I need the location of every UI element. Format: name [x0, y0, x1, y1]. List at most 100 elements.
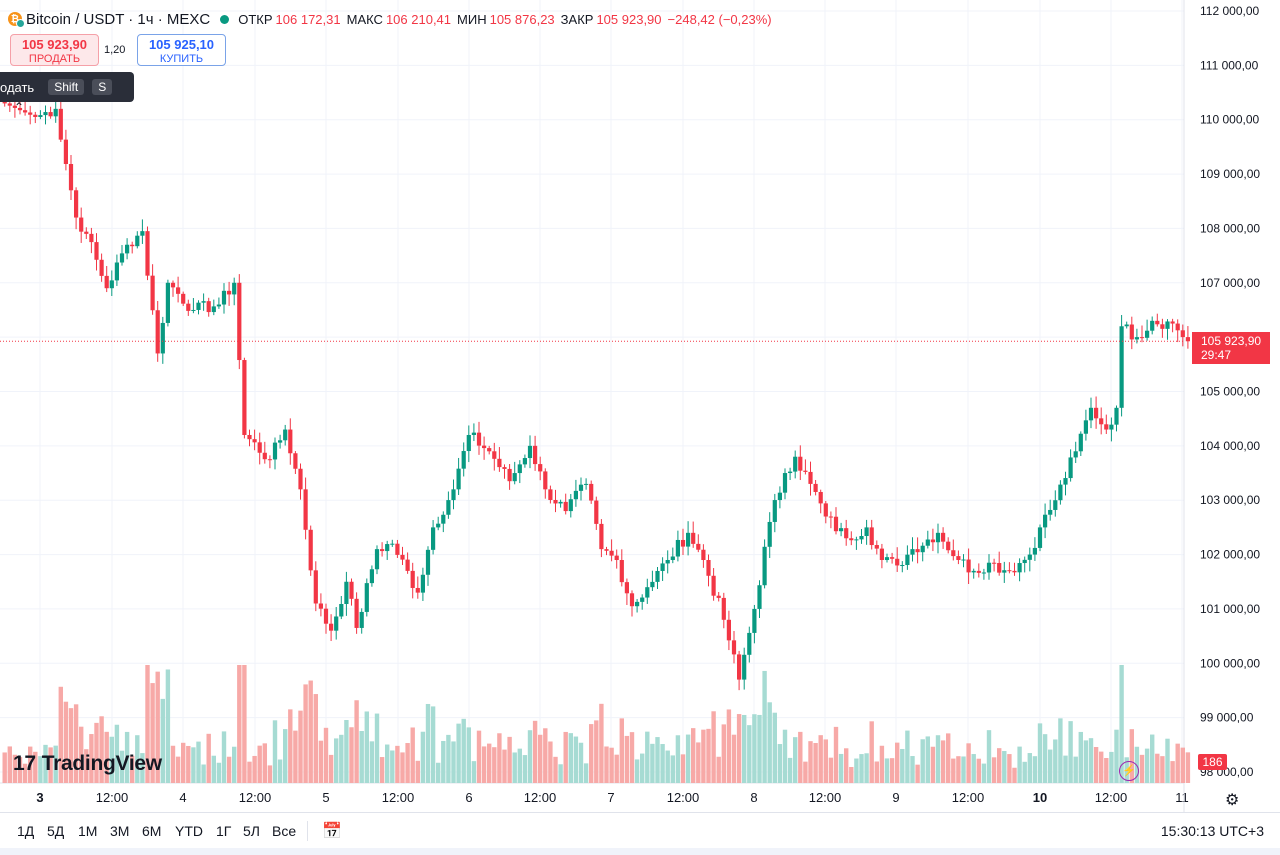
candle-body: [680, 539, 686, 547]
volume-bar: [961, 756, 966, 783]
volume-bar: [201, 764, 206, 783]
candle-body: [910, 549, 915, 555]
volume-bar: [889, 758, 895, 783]
buy-button[interactable]: 105 925,10 КУПИТЬ: [137, 34, 226, 66]
candle-body: [1007, 570, 1012, 572]
volume-bar: [379, 757, 385, 783]
volume-bar: [502, 749, 507, 783]
utc-clock[interactable]: 15:30:13 UTC+3: [1160, 823, 1264, 839]
range-6m[interactable]: 6М: [142, 823, 162, 839]
candle-body: [1022, 559, 1027, 564]
volume-bar: [895, 742, 900, 783]
candle-body: [1155, 320, 1160, 325]
candle-body: [252, 439, 257, 443]
candle-body: [482, 445, 487, 449]
candle-body: [28, 112, 33, 115]
volume-bar: [1185, 752, 1191, 783]
candle-body: [43, 112, 48, 116]
collapse-chevron-icon[interactable]: ⌃: [14, 100, 25, 114]
range-1y[interactable]: 1Г: [216, 823, 232, 839]
candle-body: [859, 536, 864, 540]
range-5d[interactable]: 5Д: [47, 823, 65, 839]
x-tick-label: 5: [322, 790, 329, 805]
candle-body: [38, 115, 43, 117]
settings-gear-icon[interactable]: ⚙: [1225, 792, 1240, 809]
candle-body: [278, 440, 283, 443]
candle-body: [349, 581, 354, 599]
candle-body: [665, 560, 670, 564]
y-tick-label: 100 000,00: [1200, 656, 1260, 670]
candle-body: [589, 483, 594, 501]
volume-bar: [517, 748, 522, 783]
candle-body: [84, 231, 89, 234]
volume-bar: [446, 734, 451, 783]
volume-bar: [762, 670, 767, 783]
candle-body: [344, 581, 349, 604]
candle-body: [359, 611, 364, 628]
candle-body: [216, 304, 221, 307]
volume-bar: [532, 720, 538, 783]
volume-bar: [1048, 749, 1053, 783]
range-3m[interactable]: 3М: [110, 823, 130, 839]
volume-bar: [711, 711, 716, 783]
candle-body: [267, 459, 272, 461]
candle-body: [1027, 554, 1032, 560]
volume-bar: [568, 733, 573, 783]
candle-body: [201, 301, 206, 303]
candle-body: [385, 544, 390, 552]
volume-bar: [1002, 751, 1007, 783]
volume-bar: [451, 741, 456, 783]
volume-bar: [1042, 734, 1048, 783]
candle-body: [742, 654, 747, 680]
toolbar-divider: [307, 821, 308, 841]
volume-bar: [1032, 756, 1038, 783]
range-1d[interactable]: 1Д: [17, 823, 35, 839]
range-ytd[interactable]: YTD: [175, 823, 203, 839]
candle-body: [390, 543, 395, 545]
range-1m[interactable]: 1М: [78, 823, 98, 839]
candle-body: [1094, 407, 1099, 419]
volume-bar: [787, 757, 793, 783]
volume-bar: [619, 718, 624, 783]
candle-body: [935, 532, 941, 543]
calendar-goto-icon[interactable]: 📅: [322, 823, 342, 840]
volume-bar: [135, 735, 140, 783]
range-5y[interactable]: 5Л: [243, 823, 260, 839]
shift-key: Shift: [48, 79, 85, 95]
volume-bar: [221, 731, 227, 783]
symbol-title[interactable]: Bitcoin / USDT · 1ч · MEXC: [26, 10, 211, 28]
candle-body: [793, 456, 798, 472]
sell-button[interactable]: 105 923,90 ПРОДАТЬ: [10, 34, 99, 66]
candle-body: [558, 501, 563, 504]
lightning-icon[interactable]: ⚡: [1119, 761, 1139, 781]
y-tick-label: 103 000,00: [1200, 493, 1260, 507]
price-chart[interactable]: 112 000,00 111 000,00 110 000,00 109 000,00…: [0, 0, 1280, 812]
volume-bar: [854, 758, 859, 783]
volume-bar: [1129, 729, 1134, 783]
candle-body: [548, 489, 553, 500]
volume-bar: [742, 714, 747, 783]
y-tick-label: 111 000,00: [1200, 58, 1259, 72]
candle-body: [135, 235, 140, 247]
volume-bar: [736, 714, 742, 783]
logo-text: TradingView: [41, 752, 162, 775]
candle-body: [196, 302, 201, 310]
tradingview-logo[interactable]: 17 TradingView: [13, 752, 162, 776]
volume-bar: [216, 762, 222, 783]
volume-bar: [573, 736, 579, 783]
volume-bar: [1150, 734, 1155, 783]
volume-bar: [288, 709, 293, 783]
volume-bar: [38, 756, 43, 783]
y-tick-label: 101 000,00: [1200, 602, 1260, 616]
range-all[interactable]: Все: [272, 823, 297, 839]
y-tick-label: 109 000,00: [1200, 167, 1260, 181]
volume-bar: [252, 755, 257, 783]
volume-bar: [1078, 731, 1083, 783]
candle-body: [635, 601, 640, 607]
volume-bar: [930, 746, 936, 783]
volume-bar: [94, 722, 99, 783]
volume-bar: [563, 731, 568, 783]
volume-bar: [558, 764, 563, 783]
candle-body: [425, 549, 431, 575]
candle-body: [293, 453, 298, 469]
